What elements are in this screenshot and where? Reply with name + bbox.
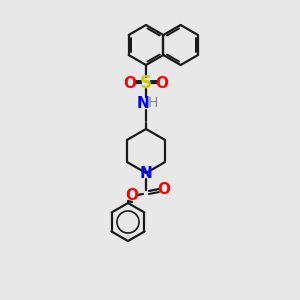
Text: O: O xyxy=(155,76,169,91)
Text: O: O xyxy=(125,188,139,203)
Text: N: N xyxy=(136,95,149,110)
Text: O: O xyxy=(124,76,136,91)
Text: H: H xyxy=(148,96,158,110)
Text: S: S xyxy=(140,74,152,92)
Text: O: O xyxy=(158,182,170,197)
Text: N: N xyxy=(140,166,152,181)
